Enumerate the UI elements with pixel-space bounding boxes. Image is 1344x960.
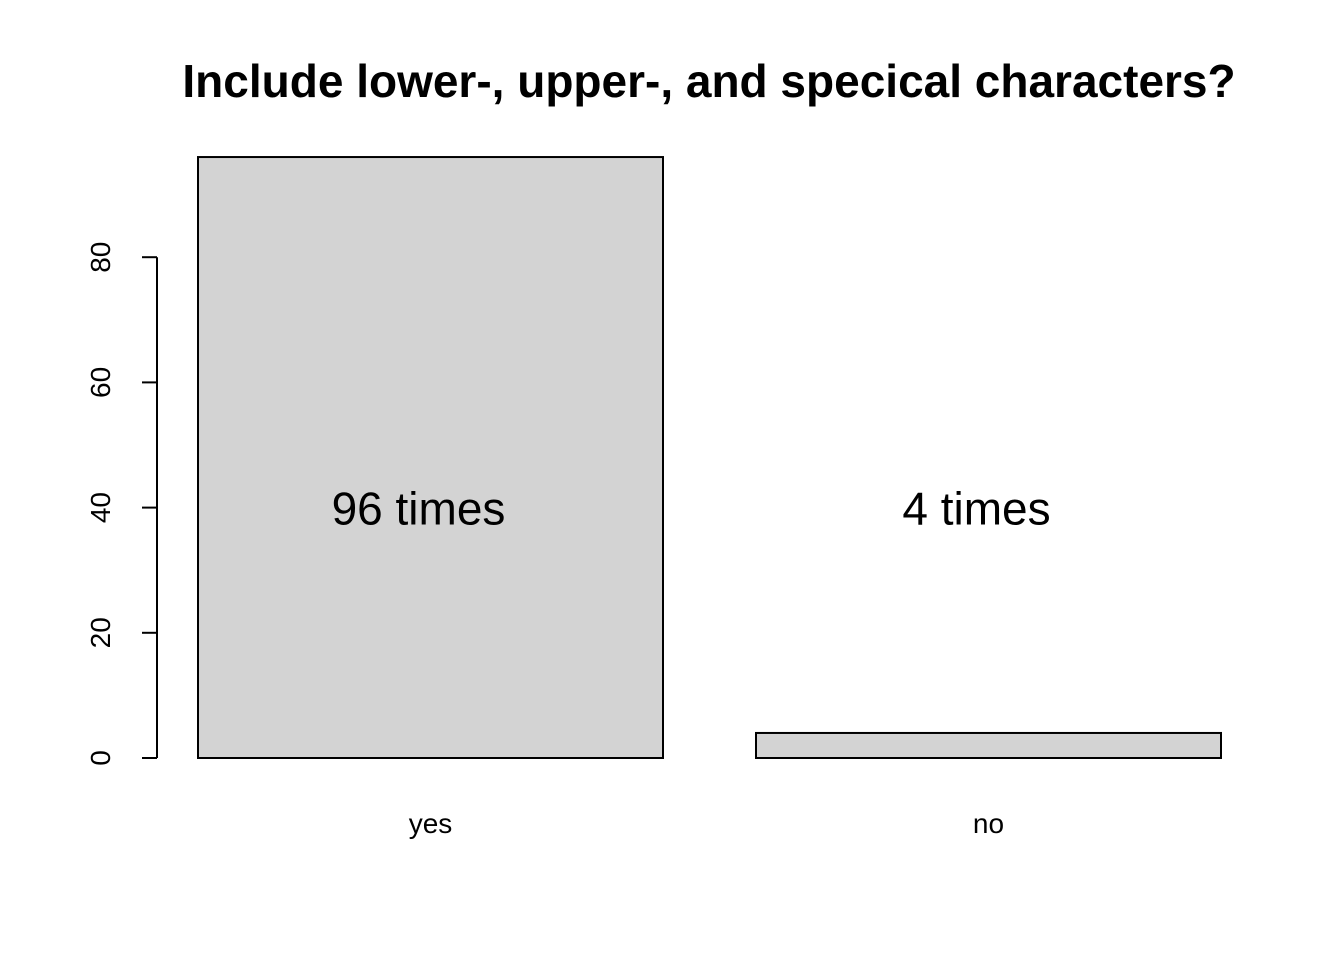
y-tick-label: 80 bbox=[85, 242, 116, 273]
category-label: no bbox=[973, 808, 1004, 839]
category-label: yes bbox=[409, 808, 453, 839]
bar-value-label: 96 times bbox=[332, 483, 506, 535]
y-tick-label: 0 bbox=[85, 750, 116, 766]
y-tick-label: 20 bbox=[85, 617, 116, 648]
category-labels: yes no bbox=[409, 808, 1004, 839]
bar-labels: 96 times 4 times bbox=[332, 483, 1051, 535]
bars bbox=[197, 156, 1222, 760]
bar-no bbox=[755, 731, 1222, 760]
chart-title: Include lower-, upper-, and specical cha… bbox=[182, 55, 1235, 107]
bar-yes bbox=[197, 156, 664, 760]
y-tick-label: 60 bbox=[85, 367, 116, 398]
y-tick-label: 40 bbox=[85, 492, 116, 523]
y-axis: 0 20 40 60 80 bbox=[85, 242, 158, 766]
bar-value-label: 4 times bbox=[902, 483, 1050, 535]
